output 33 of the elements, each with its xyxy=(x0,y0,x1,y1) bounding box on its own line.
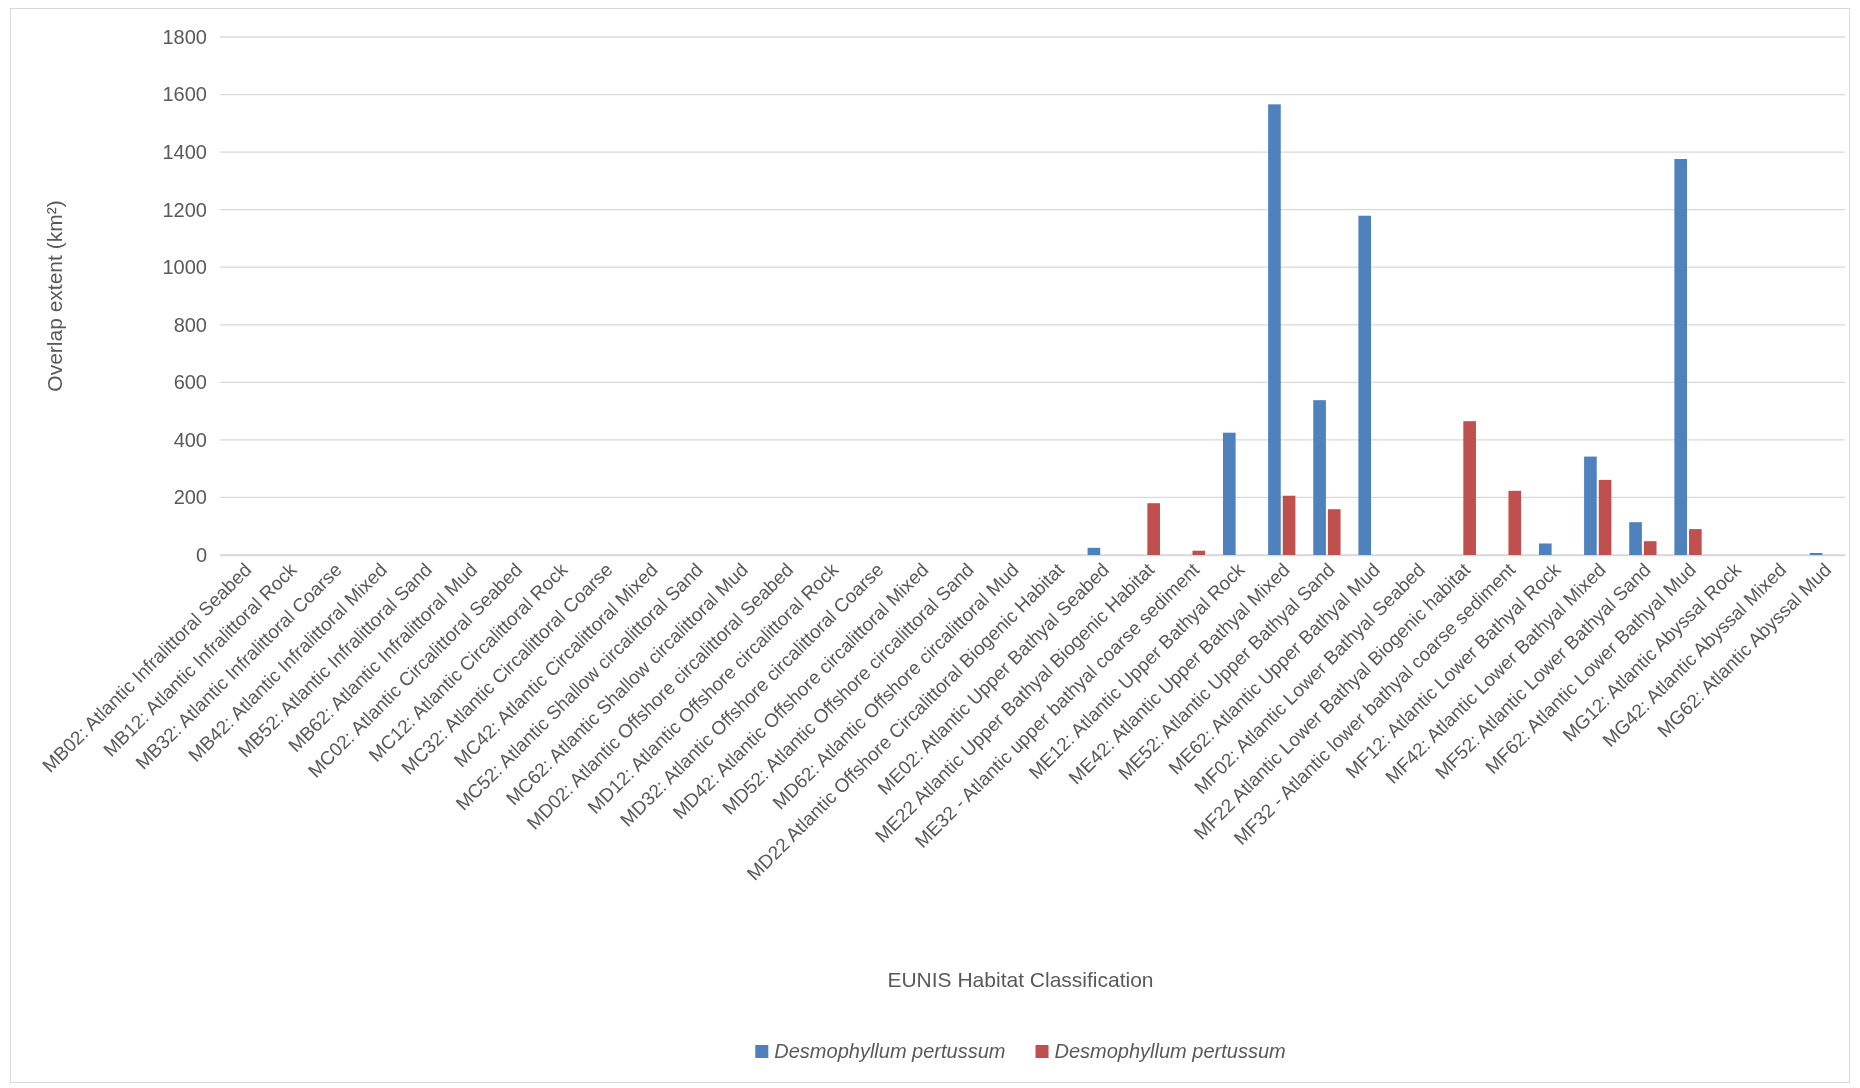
y-tick-label: 400 xyxy=(173,428,207,451)
bar xyxy=(1689,529,1702,555)
legend-label: Desmophyllum pertussum xyxy=(774,1040,1006,1062)
bar xyxy=(1282,495,1296,555)
bar xyxy=(1463,421,1476,555)
bar xyxy=(1147,503,1160,555)
bar xyxy=(1358,215,1372,555)
bar xyxy=(1643,541,1657,555)
bar xyxy=(1674,159,1688,555)
bar xyxy=(1222,432,1236,555)
bar xyxy=(1268,104,1281,555)
y-tick-label: 1400 xyxy=(162,141,207,164)
y-tick-label: 800 xyxy=(173,313,207,336)
bar xyxy=(1327,509,1341,555)
y-tick-label: 1600 xyxy=(162,83,207,106)
legend-label: Desmophyllum pertussum xyxy=(1054,1040,1286,1062)
bar xyxy=(1584,456,1597,555)
bar xyxy=(1192,550,1206,555)
bar xyxy=(1508,490,1522,555)
y-tick-label: 600 xyxy=(173,371,207,394)
y-tick-label: 1800 xyxy=(162,25,207,48)
y-tick-label: 1200 xyxy=(162,198,207,221)
bar xyxy=(1598,479,1612,555)
bar xyxy=(1538,543,1552,555)
bar xyxy=(1629,522,1642,555)
x-axis-title: EUNIS Habitat Classification xyxy=(887,968,1154,991)
bar xyxy=(1087,547,1101,555)
y-tick-label: 200 xyxy=(173,486,207,509)
bar xyxy=(1313,400,1326,555)
y-tick-label: 1000 xyxy=(162,256,207,279)
bar xyxy=(1809,552,1823,555)
y-axis-title: Overlap extent (km²) xyxy=(43,200,66,392)
y-tick-label: 0 xyxy=(195,543,207,566)
